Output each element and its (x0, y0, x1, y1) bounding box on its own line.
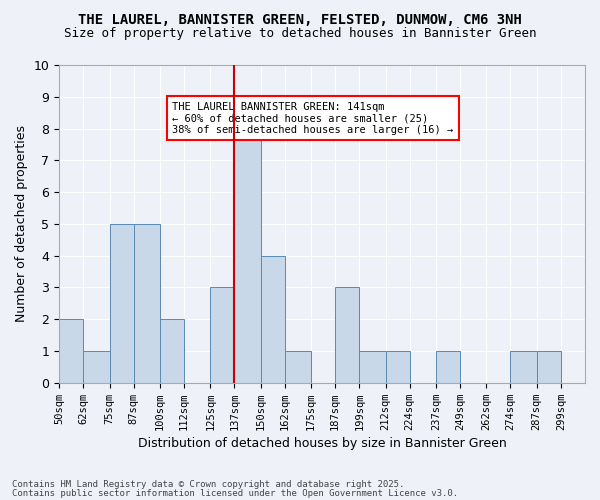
Bar (160, 320, 184, 383)
Text: Size of property relative to detached houses in Bannister Green: Size of property relative to detached ho… (64, 28, 536, 40)
Text: Contains public sector information licensed under the Open Government Licence v3: Contains public sector information licen… (12, 488, 458, 498)
Bar (235, 128, 260, 383)
Bar (335, 288, 359, 383)
Bar (511, 351, 536, 383)
Bar (210, 288, 235, 383)
Bar (386, 351, 410, 383)
Bar (83, 351, 110, 383)
Text: Contains HM Land Registry data © Crown copyright and database right 2025.: Contains HM Land Registry data © Crown c… (12, 480, 404, 489)
Bar (260, 256, 285, 383)
Y-axis label: Number of detached properties: Number of detached properties (15, 126, 28, 322)
Bar (359, 351, 386, 383)
Text: THE LAUREL BANNISTER GREEN: 141sqm
← 60% of detached houses are smaller (25)
38%: THE LAUREL BANNISTER GREEN: 141sqm ← 60%… (172, 102, 454, 135)
Bar (110, 224, 134, 383)
Bar (536, 351, 561, 383)
Bar (436, 351, 460, 383)
Bar (134, 224, 160, 383)
Text: THE LAUREL, BANNISTER GREEN, FELSTED, DUNMOW, CM6 3NH: THE LAUREL, BANNISTER GREEN, FELSTED, DU… (78, 12, 522, 26)
X-axis label: Distribution of detached houses by size in Bannister Green: Distribution of detached houses by size … (138, 437, 506, 450)
Bar (285, 351, 311, 383)
Bar (59, 320, 83, 383)
